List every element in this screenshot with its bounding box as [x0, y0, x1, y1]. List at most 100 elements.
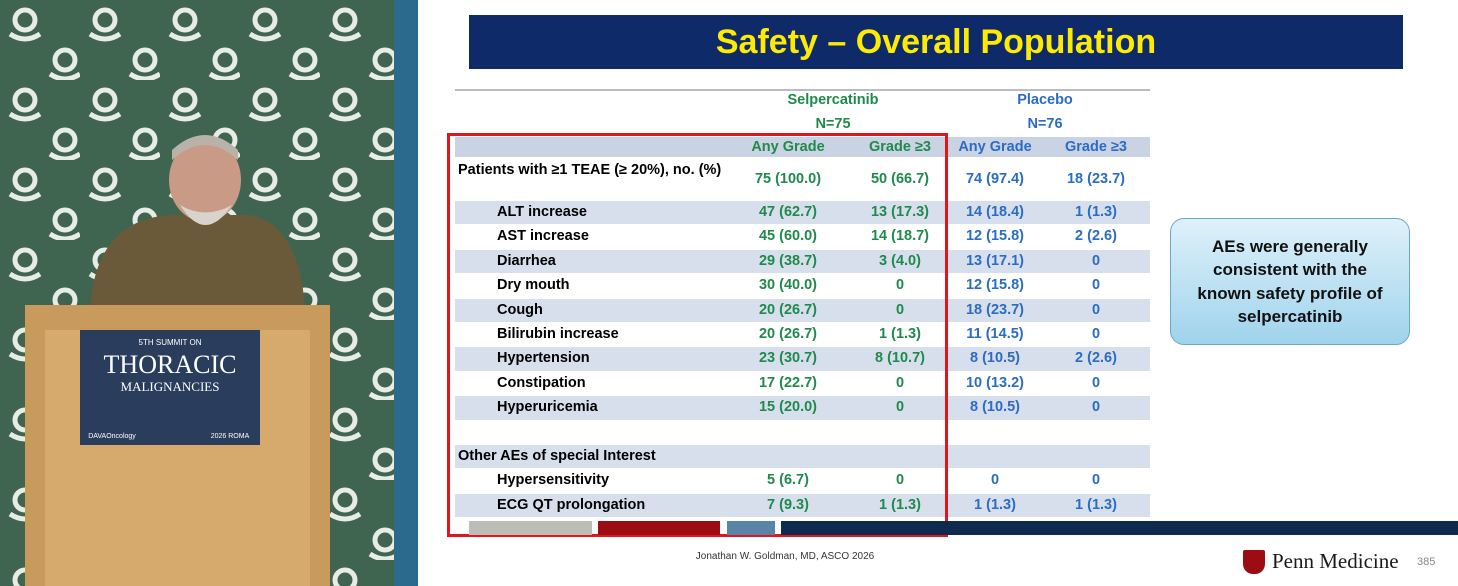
- cell: 17 (22.7): [758, 374, 818, 391]
- page-number: 385: [1417, 556, 1436, 568]
- row-label: Cough: [497, 301, 543, 318]
- cell: 18 (23.7): [1066, 171, 1126, 187]
- row-label: Bilirubin increase: [497, 326, 619, 342]
- row-label: ECG QT prolongation: [497, 496, 646, 513]
- table-row: [455, 419, 1150, 444]
- cell: 1 (1.3): [974, 496, 1016, 513]
- cell: 18 (23.7): [965, 301, 1025, 318]
- cell: 1 (1.3): [1075, 204, 1117, 220]
- row-label: Hypertension: [497, 350, 590, 367]
- cell: 8 (10.5): [970, 350, 1020, 367]
- logo-shield: [1243, 550, 1265, 574]
- cell: 0: [1091, 252, 1101, 269]
- column-header: Any Grade: [958, 139, 1032, 155]
- sign-text: MALIGNANCIES: [121, 379, 220, 394]
- summary-label: Patients with ≥1 TEAE (≥ 20%), no. (%): [458, 162, 722, 178]
- footer-logo: Penn Medicine: [1272, 549, 1399, 573]
- table-row: [455, 395, 1150, 420]
- cell: 14 (18.4): [965, 204, 1025, 220]
- cell: 2 (2.6): [1075, 350, 1117, 367]
- cell: 0: [1091, 277, 1101, 294]
- sign-text: DAVAOncology: [88, 433, 136, 440]
- table-row: [455, 468, 1150, 493]
- cell: 0: [1091, 472, 1101, 489]
- cell: 11 (14.5): [966, 326, 1024, 342]
- speaker-body: [90, 215, 305, 310]
- cell: 20 (26.7): [758, 301, 818, 318]
- cell: 30 (40.0): [758, 277, 818, 294]
- cell: 29 (38.7): [758, 252, 818, 269]
- table-row: [455, 346, 1150, 371]
- column-header: Grade ≥3: [1065, 139, 1127, 155]
- cell: 47 (62.7): [758, 204, 818, 220]
- cell: 20 (26.7): [758, 326, 818, 342]
- callout-line: AEs were generally: [1212, 236, 1368, 256]
- footer-bar: [727, 521, 775, 535]
- group-n: N=75: [815, 116, 851, 132]
- table-row: [455, 322, 1150, 347]
- footer-bar: [598, 521, 720, 535]
- podium-sign: [80, 330, 260, 445]
- cell: 75 (100.0): [754, 171, 822, 187]
- cell: 0: [895, 374, 905, 391]
- cell: 50 (66.7): [870, 171, 930, 187]
- cell: 12 (15.8): [965, 277, 1025, 294]
- cell: 0: [895, 301, 905, 318]
- cell: 7 (9.3): [767, 496, 809, 513]
- title-bar: [469, 15, 1403, 69]
- subheader-row: [455, 137, 1150, 157]
- group-name: Selpercatinib: [787, 92, 879, 108]
- footer-credit: Jonathan W. Goldman, MD, ASCO 2026: [695, 551, 875, 562]
- table-row: [455, 492, 1150, 518]
- row-label: Diarrhea: [497, 252, 556, 269]
- row-label: Constipation: [497, 374, 586, 391]
- cell: 8 (10.5): [970, 399, 1020, 416]
- cell: 5 (6.7): [767, 472, 809, 489]
- speaker-head: [169, 138, 241, 222]
- cell: 0: [895, 472, 905, 489]
- group-name: Placebo: [1017, 92, 1073, 108]
- sign-text: 5TH SUMMIT ON: [139, 338, 202, 347]
- cell: 2 (2.6): [1075, 228, 1117, 245]
- cell: 13 (17.3): [870, 204, 930, 220]
- callout-line: selpercatinib: [1237, 307, 1343, 326]
- cell: 0: [990, 472, 1000, 489]
- footer-bar: [469, 521, 592, 535]
- cell: 1 (1.3): [1075, 496, 1117, 513]
- table-row: [455, 297, 1150, 322]
- divider: [394, 0, 418, 586]
- cell: 0: [1091, 374, 1101, 391]
- row-label: ALT increase: [497, 204, 587, 220]
- column-header: Any Grade: [751, 139, 825, 155]
- sign-text: THORACIC: [104, 350, 237, 379]
- cell: 45 (60.0): [758, 228, 818, 245]
- column-header: Grade ≥3: [869, 139, 931, 155]
- cell: 23 (30.7): [758, 350, 818, 367]
- callout-line: consistent with the: [1213, 260, 1367, 279]
- table-row: [455, 444, 1150, 469]
- table-row: [455, 224, 1150, 249]
- callout-line: known safety profile of: [1197, 283, 1383, 303]
- cell: 8 (10.7): [875, 350, 925, 367]
- cell: 15 (20.0): [758, 399, 818, 416]
- row-label: Hyperuricemia: [497, 399, 598, 416]
- cell: 0: [895, 277, 905, 294]
- cell: 1 (1.3): [879, 496, 921, 513]
- cell: 10 (13.2): [965, 374, 1025, 391]
- callout: AEs were generally consistent with the kno…: [1170, 218, 1410, 345]
- row-label: AST increase: [497, 228, 589, 245]
- cell: 0: [1091, 301, 1101, 318]
- cell: 1 (1.3): [879, 326, 921, 342]
- cell: 13 (17.1): [965, 252, 1025, 269]
- table-row: [455, 200, 1150, 225]
- highlight-box: [447, 133, 948, 537]
- row-label: Dry mouth: [497, 277, 570, 294]
- rule: [455, 89, 1150, 91]
- cell: 14 (18.7): [870, 228, 930, 245]
- cell: 0: [1091, 399, 1101, 416]
- table-row: [455, 273, 1150, 298]
- cell: 0: [895, 399, 905, 416]
- footer-bar: [781, 521, 1458, 535]
- cell: 0: [1091, 326, 1101, 342]
